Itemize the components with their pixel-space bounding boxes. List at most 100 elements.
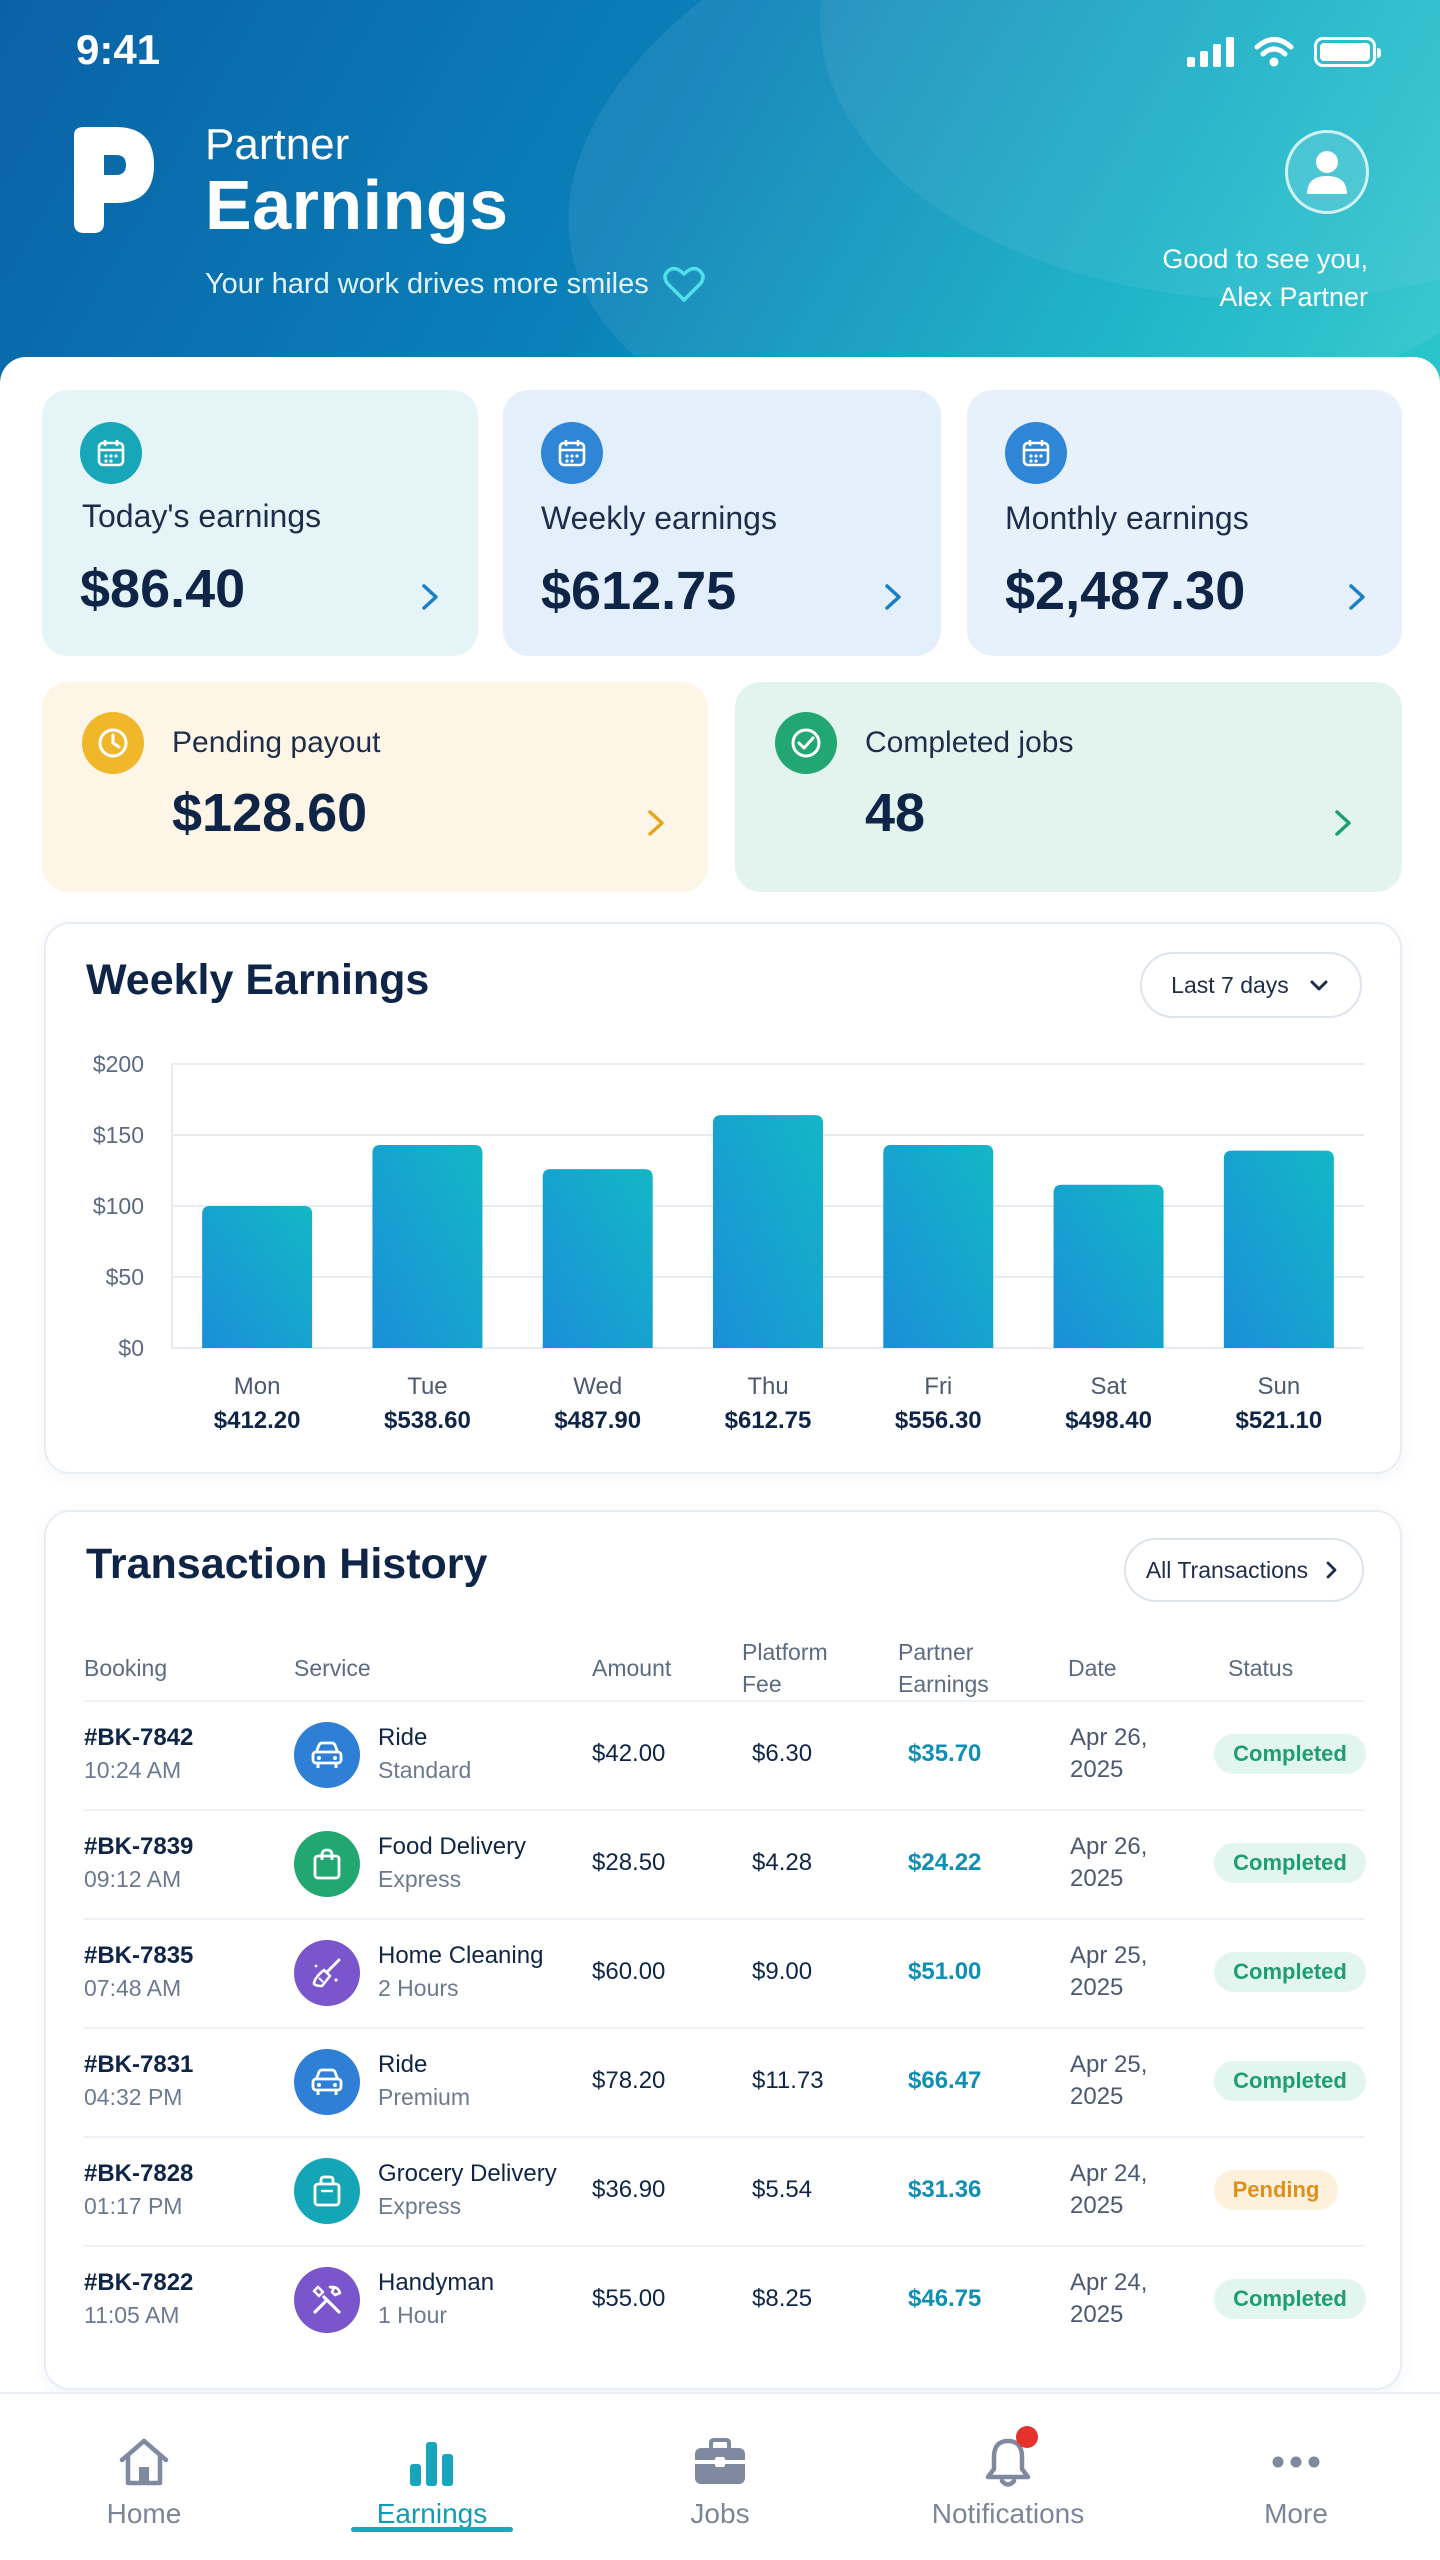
x-tick-label: Fri [924,1373,952,1400]
card-value: $86.40 [80,559,246,619]
chart-bar [202,1206,313,1348]
amount: $55.00 [592,2285,666,2312]
y-tick-label: $100 [93,1193,144,1219]
row-divider [84,1700,1364,1702]
date-year: 2025 [1070,2083,1124,2110]
service-tier: Premium [378,2084,471,2110]
calendar-icon [541,422,603,484]
active-tab-indicator [351,2527,513,2532]
chevron-right-icon [422,584,438,610]
card-label: Weekly earnings [541,500,777,536]
weekly-earnings-card[interactable]: Weekly earnings $612.75 [503,390,941,656]
service-tier: Express [378,2193,462,2219]
card-value: $2,487.30 [1005,561,1246,621]
table-row[interactable] [84,1811,1364,1920]
more-dots-icon [1272,2456,1320,2468]
row-divider [84,2136,1364,2138]
today-earnings-card[interactable]: Today's earnings $86.40 [42,390,478,656]
header-fee-line: Platform [742,1639,828,1665]
platform-fee: $4.28 [752,1849,813,1876]
bar-chart-icon [410,2442,453,2486]
card-value: $612.75 [541,561,737,621]
date-year: 2025 [1070,2301,1124,2328]
title-small: Partner [205,120,350,169]
calendar-icon [1005,422,1067,484]
car-icon [294,1722,360,1788]
completed-jobs-card[interactable]: Completed jobs 48 [735,682,1402,892]
clock-icon [82,712,144,774]
all-transactions-label: All Transactions [1145,1556,1309,1583]
status-badge: Completed [1214,1952,1366,1992]
chart-bar [713,1115,823,1348]
nav-notifications-label: Notifications [931,2498,1085,2529]
all-transactions-button[interactable]: All Transactions [1124,1538,1364,1602]
header-date: Date [1068,1655,1117,1681]
date: Apr 26, [1070,1833,1148,1860]
header-fee-line: Fee [742,1671,782,1697]
calendar-icon [80,422,142,484]
table-row[interactable] [84,2029,1364,2138]
status-badge: Completed [1214,1843,1366,1883]
nav-more[interactable]: More [1186,2394,1406,2560]
page-title: Earnings [205,166,509,244]
nav-home-label: Home [106,2498,182,2529]
wifi-icon [1254,37,1294,67]
row-divider [84,2245,1364,2247]
partner-earnings: $51.00 [908,1958,982,1985]
table-row[interactable] [84,1702,1364,1811]
booking-id: #BK-7835 [84,1942,194,1969]
amount: $42.00 [592,1740,666,1767]
chart-bar [1223,1150,1334,1348]
chevron-right-icon [648,810,664,836]
table-row[interactable] [84,2247,1364,2356]
bottom-navigation: Home Earnings Jobs Notifications More [0,2392,1440,2560]
heart-icon [663,266,705,302]
transactions-title: Transaction History [86,1540,488,1588]
card-label: Completed jobs [865,726,1074,759]
header-booking: Booking [84,1655,168,1681]
service-name: Grocery Delivery [378,2160,557,2187]
row-divider [84,1809,1364,1811]
service-name: Ride [378,2051,428,2078]
monthly-earnings-card[interactable]: Monthly earnings $2,487.30 [967,390,1402,656]
booking-time: 07:48 AM [84,1975,182,2001]
amount: $78.20 [592,2067,666,2094]
date-year: 2025 [1070,1865,1124,1892]
data-label: $487.90 [554,1407,641,1434]
header-earnings: Partner Earnings [898,1636,989,1700]
booking-id: #BK-7831 [84,2051,194,2078]
date: Apr 25, [1070,1942,1148,1969]
nav-jobs[interactable]: Jobs [610,2394,830,2560]
table-row[interactable] [84,2138,1364,2247]
chevron-right-icon [885,584,901,610]
profile-avatar[interactable] [1285,130,1369,214]
date-year: 2025 [1070,2192,1124,2219]
signal-icon [1187,37,1234,67]
broom-icon [294,1940,360,2006]
nav-earnings[interactable]: Earnings [322,2394,542,2560]
platform-fee: $11.73 [752,2067,824,2094]
amount: $60.00 [592,1958,666,1985]
data-label: $412.20 [214,1407,301,1434]
chart-bar [542,1169,653,1348]
greeting-line: Good to see you, [1162,244,1368,274]
card-label: Today's earnings [82,498,322,534]
table-row[interactable] [84,1920,1364,2029]
shopping-bag-icon [294,1831,360,1897]
amount: $28.50 [592,1849,666,1876]
pending-payout-card[interactable]: Pending payout $128.60 [42,682,708,892]
x-tick-label: Sat [1091,1373,1127,1400]
data-label: $538.60 [384,1407,471,1434]
service-tier: Express [378,1866,462,1892]
header: 9:41 Partner Earnings Your hard work dri… [0,0,1440,390]
nav-notifications[interactable]: Notifications [898,2394,1118,2560]
chart-bar [1053,1184,1164,1348]
header-status: Status [1228,1655,1294,1681]
status-badge: Completed [1214,1734,1366,1774]
nav-home[interactable]: Home [34,2394,254,2560]
partner-earnings: $46.75 [908,2285,982,2312]
x-tick-label: Sun [1258,1373,1301,1400]
range-dropdown[interactable]: Last 7 days [1140,952,1362,1018]
platform-fee: $9.00 [752,1958,813,1985]
date: Apr 25, [1070,2051,1148,2078]
